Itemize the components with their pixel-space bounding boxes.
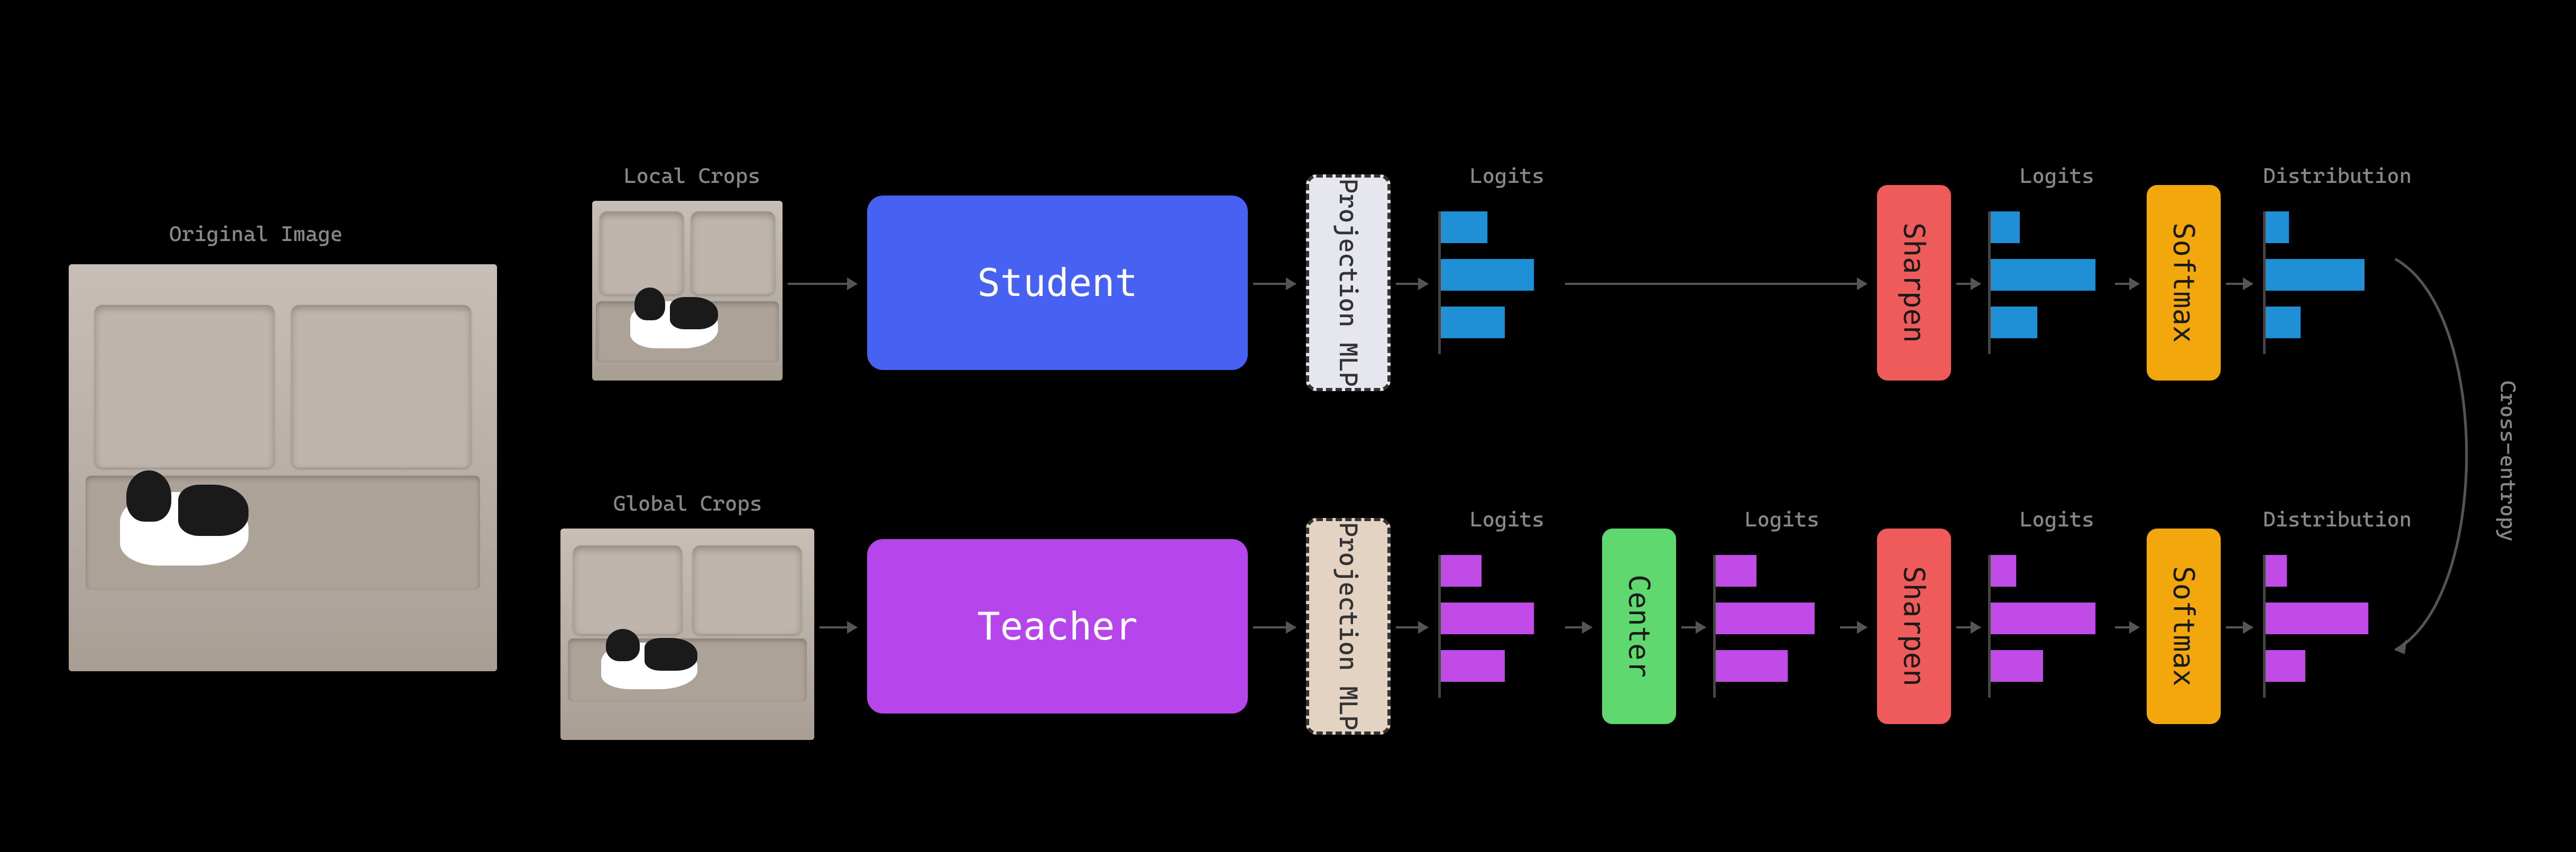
bar — [2266, 555, 2287, 587]
label-logits-t2: Logits — [1745, 507, 1819, 532]
arrow — [1840, 626, 1866, 628]
teacher-node-label: Teacher — [977, 604, 1137, 649]
arrow — [2115, 626, 2139, 628]
softmax-student-label: Softmax — [2167, 223, 2201, 343]
arrow — [788, 283, 857, 285]
original-image — [69, 264, 497, 671]
bars-student-logits1 — [1438, 211, 1565, 354]
bar — [1991, 650, 2043, 682]
bar — [1441, 650, 1505, 682]
bars-teacher-logits1 — [1438, 555, 1565, 698]
bar — [1441, 307, 1505, 338]
bars-student-distribution — [2263, 211, 2390, 354]
arrow — [2115, 283, 2139, 285]
label-distribution-s: Distribution — [2263, 164, 2412, 188]
bar — [1991, 603, 2095, 634]
softmax-teacher: Softmax — [2147, 529, 2221, 724]
sharpen-student-label: Sharpen — [1898, 223, 1931, 343]
label-original-image: Original Image — [169, 222, 343, 246]
bar — [1441, 603, 1534, 634]
bar — [1716, 555, 1756, 587]
bar — [1441, 259, 1534, 291]
arrow — [1681, 626, 1705, 628]
arrow — [2226, 626, 2252, 628]
bars-student-logits-sharpen — [1988, 211, 2115, 354]
arrow — [820, 626, 857, 628]
softmax-student: Softmax — [2147, 185, 2221, 381]
sharpen-student: Sharpen — [1877, 185, 1951, 381]
sharpen-teacher: Sharpen — [1877, 529, 1951, 724]
center-op-label: Center — [1623, 575, 1656, 678]
center-op: Center — [1602, 529, 1676, 724]
arrow — [1396, 626, 1428, 628]
bars-teacher-distribution — [2263, 555, 2390, 698]
bar — [1716, 650, 1788, 682]
global-crop-image — [560, 529, 814, 740]
label-logits-t3: Logits — [2020, 507, 2094, 532]
sharpen-teacher-label: Sharpen — [1898, 566, 1931, 687]
label-logits-t1: Logits — [1470, 507, 1544, 532]
label-local-crops: Local Crops — [624, 164, 760, 188]
arrow — [1956, 283, 1980, 285]
bar — [1441, 211, 1487, 243]
label-logits-s1: Logits — [1470, 164, 1544, 188]
student-node: Student — [867, 196, 1248, 370]
bar — [1991, 307, 2037, 338]
label-logits-s2: Logits — [2020, 164, 2094, 188]
local-crop-image — [592, 201, 783, 381]
arrow — [2226, 283, 2252, 285]
arrow — [1565, 626, 1591, 628]
projection-mlp-teacher: Projection MLP — [1306, 518, 1391, 735]
label-global-crops: Global Crops — [613, 492, 762, 516]
diagram-canvas: Original Image Local Crops Global Crops … — [0, 0, 2576, 852]
arrow — [1396, 283, 1428, 285]
arrow — [1956, 626, 1980, 628]
projection-mlp-teacher-label: Projection MLP — [1333, 522, 1363, 730]
bar — [2266, 603, 2368, 634]
bars-teacher-logits-center — [1713, 555, 1840, 698]
projection-mlp-student-label: Projection MLP — [1333, 179, 1363, 387]
teacher-node: Teacher — [867, 539, 1248, 714]
projection-mlp-student: Projection MLP — [1306, 174, 1391, 391]
student-node-label: Student — [977, 261, 1137, 305]
bar — [2266, 211, 2289, 243]
bar — [1716, 603, 1815, 634]
bar — [2266, 259, 2365, 291]
bar — [1991, 555, 2016, 587]
bar — [2266, 650, 2305, 682]
bar — [1991, 211, 2020, 243]
arrow — [1253, 283, 1295, 285]
bar — [2266, 307, 2301, 338]
bar — [1441, 555, 1482, 587]
bars-teacher-logits-sharpen — [1988, 555, 2115, 698]
softmax-teacher-label: Softmax — [2167, 566, 2201, 687]
label-cross-entropy: Cross-entropy — [2496, 381, 2520, 542]
arrow — [1565, 283, 1866, 285]
arrow — [1253, 626, 1295, 628]
bar — [1991, 259, 2095, 291]
